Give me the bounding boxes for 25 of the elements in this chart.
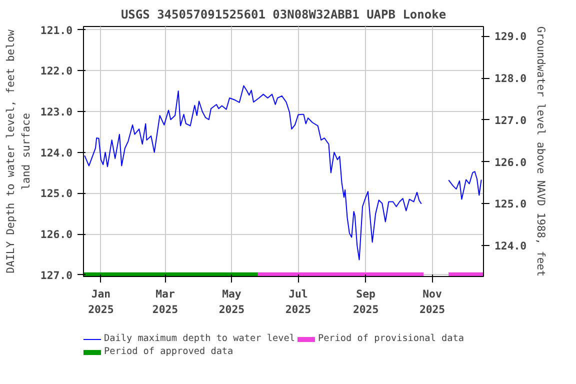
y2-tick-label: 124.0 [494,240,527,253]
y-tick-label: 124.0 [40,146,72,160]
y-tick-label: 122.0 [40,64,72,78]
y2-tick-label: 129.0 [494,30,527,44]
x-tick-label: Sep 2025 [352,288,379,316]
y-tick-label: 125.0 [40,187,72,200]
y2-tick-label: 125.0 [494,198,527,211]
legend-label: Daily maximum depth to water level [104,333,295,344]
y-tick-label: 126.0 [40,228,72,242]
chart-title: USGS 345057091525601 03N08W32ABB1 UAPB Lonoke [120,8,446,22]
x-tick-label: Jul 2025 [285,288,312,316]
x-tick-label: May 2025 [218,288,245,316]
y-tick-label: 121.0 [40,24,72,37]
x-tick-label: Jan 2025 [88,288,114,316]
y-axis-title: DAILY Depth to water level, feet below land surface [4,29,32,274]
y-tick-label: 127.0 [40,268,72,282]
legend-label: Period of provisional data [318,333,464,344]
x-tick-label: Mar 2025 [152,288,178,316]
x-tick-label: Nov 2025 [419,288,446,316]
y2-tick-label: 128.0 [494,72,527,86]
y2-axis-title: Groundwater level above NAVD 1988, feet [534,26,548,277]
y2-tick-label: 126.0 [494,156,527,169]
legend-label: Period of approved data [104,346,234,357]
y-tick-label: 123.0 [40,105,72,118]
y2-tick-label: 127.0 [494,114,527,127]
